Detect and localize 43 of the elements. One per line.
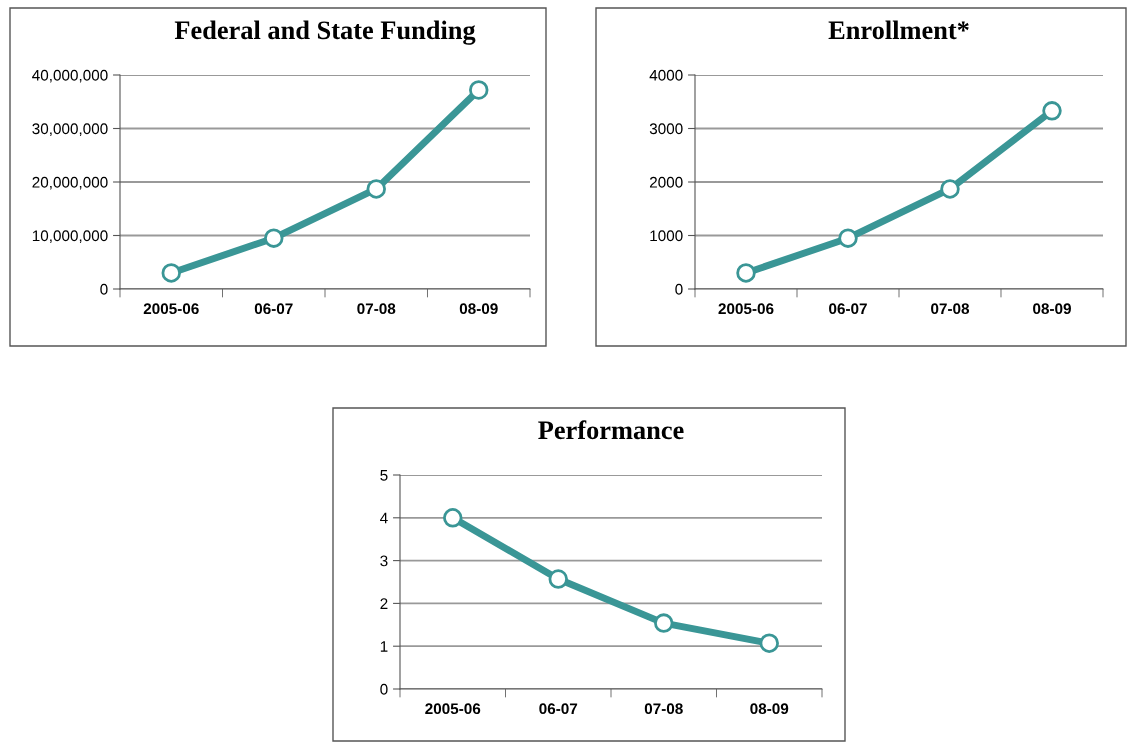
- point: [264, 228, 284, 248]
- point: [1042, 101, 1062, 121]
- y-tick-label: 40,000,000: [32, 69, 108, 83]
- y-tick-label: 5: [380, 470, 388, 481]
- point: [654, 613, 674, 633]
- x-tick-label: 06-07: [829, 303, 867, 315]
- chart-title: Enrollment*: [828, 20, 969, 40]
- point: [759, 633, 779, 653]
- y-tick-label: 20,000,000: [32, 176, 108, 190]
- point: [548, 569, 568, 589]
- y-tick-label: 30,000,000: [32, 123, 108, 136]
- x-tick-label: 07-08: [644, 703, 683, 715]
- x-tick-label: 08-09: [750, 703, 789, 715]
- y-tick-label: 4: [380, 512, 388, 524]
- chart-title: Performance: [538, 420, 684, 440]
- y-tick-label: 2000: [649, 176, 683, 188]
- x-tick-label: 08-09: [1033, 303, 1071, 315]
- point: [443, 508, 463, 528]
- point: [736, 263, 756, 283]
- x-tick-label: 08-09: [459, 303, 498, 315]
- y-tick-label: 4000: [649, 69, 683, 81]
- x-tick-label: 2005-06: [143, 303, 199, 315]
- chart-title: Federal and State Funding: [174, 20, 476, 45]
- y-tick-label: 3000: [649, 123, 683, 135]
- point: [940, 179, 960, 199]
- x-tick-label: 07-08: [357, 303, 396, 315]
- point: [469, 80, 489, 100]
- y-tick-label: 1000: [650, 230, 683, 242]
- y-tick-label: 0: [100, 283, 108, 295]
- y-tick-label: 2: [380, 598, 388, 609]
- point: [366, 179, 386, 199]
- y-tick-label: 1: [380, 641, 388, 652]
- x-tick-label: 2005-06: [718, 303, 774, 315]
- y-tick-label: 10,000,000: [32, 230, 108, 243]
- x-tick-label: 06-07: [539, 703, 578, 715]
- x-tick-label: 2005-06: [425, 703, 481, 715]
- x-tick-label: 07-08: [931, 303, 970, 315]
- y-tick-label: 0: [380, 683, 388, 695]
- y-tick-label: 3: [380, 555, 388, 567]
- point: [161, 263, 181, 283]
- y-tick-label: 0: [675, 283, 683, 295]
- x-tick-label: 06-07: [254, 303, 293, 315]
- point: [838, 228, 858, 248]
